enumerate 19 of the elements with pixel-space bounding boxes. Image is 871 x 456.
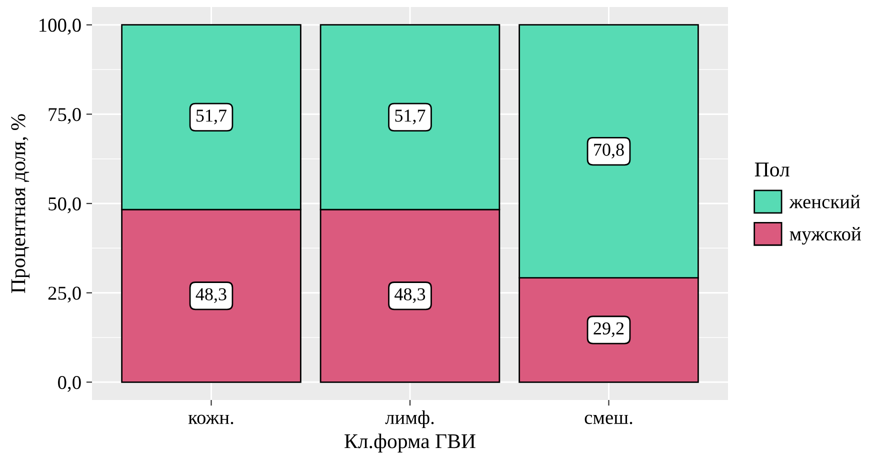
data-label: 29,2: [594, 322, 624, 338]
y-tick-label: 50,0: [48, 197, 81, 214]
x-tick-label: лимф.: [385, 410, 434, 428]
y-tick-label: 75,0: [48, 108, 81, 124]
x-tick-label: смеш.: [584, 414, 632, 424]
legend-title: Пол: [754, 162, 790, 177]
data-label: 70,8: [594, 144, 624, 158]
x-axis-title: Кл.форма ГВИ: [344, 434, 476, 452]
x-tick-label: кожн.: [188, 414, 234, 424]
data-label: 51,7: [395, 110, 426, 124]
legend-label: женский: [789, 194, 860, 208]
legend-label: мужской: [790, 227, 861, 245]
data-label: 48,3: [394, 288, 426, 303]
y-axis-title: Процентная доля, %: [11, 114, 30, 293]
y-tick-label: 100,0: [40, 18, 81, 35]
data-label: 51,7: [196, 110, 227, 124]
y-tick-label: 25,0: [48, 286, 81, 303]
y-tick-label: 0,0: [58, 376, 81, 392]
data-label: 48,3: [196, 288, 226, 303]
